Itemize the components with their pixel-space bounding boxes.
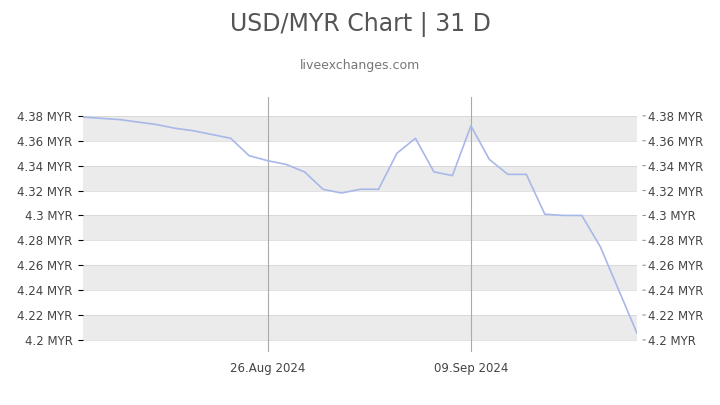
- Bar: [83, 166, 637, 190]
- Text: liveexchanges.com: liveexchanges.com: [300, 59, 420, 72]
- Bar: [83, 240, 637, 265]
- Bar: [83, 315, 637, 340]
- Bar: [83, 265, 637, 290]
- Bar: [83, 215, 637, 240]
- Bar: [83, 116, 637, 141]
- Bar: [83, 190, 637, 215]
- Text: USD/MYR Chart | 31 D: USD/MYR Chart | 31 D: [230, 12, 490, 37]
- Bar: [83, 141, 637, 166]
- Bar: [83, 290, 637, 315]
